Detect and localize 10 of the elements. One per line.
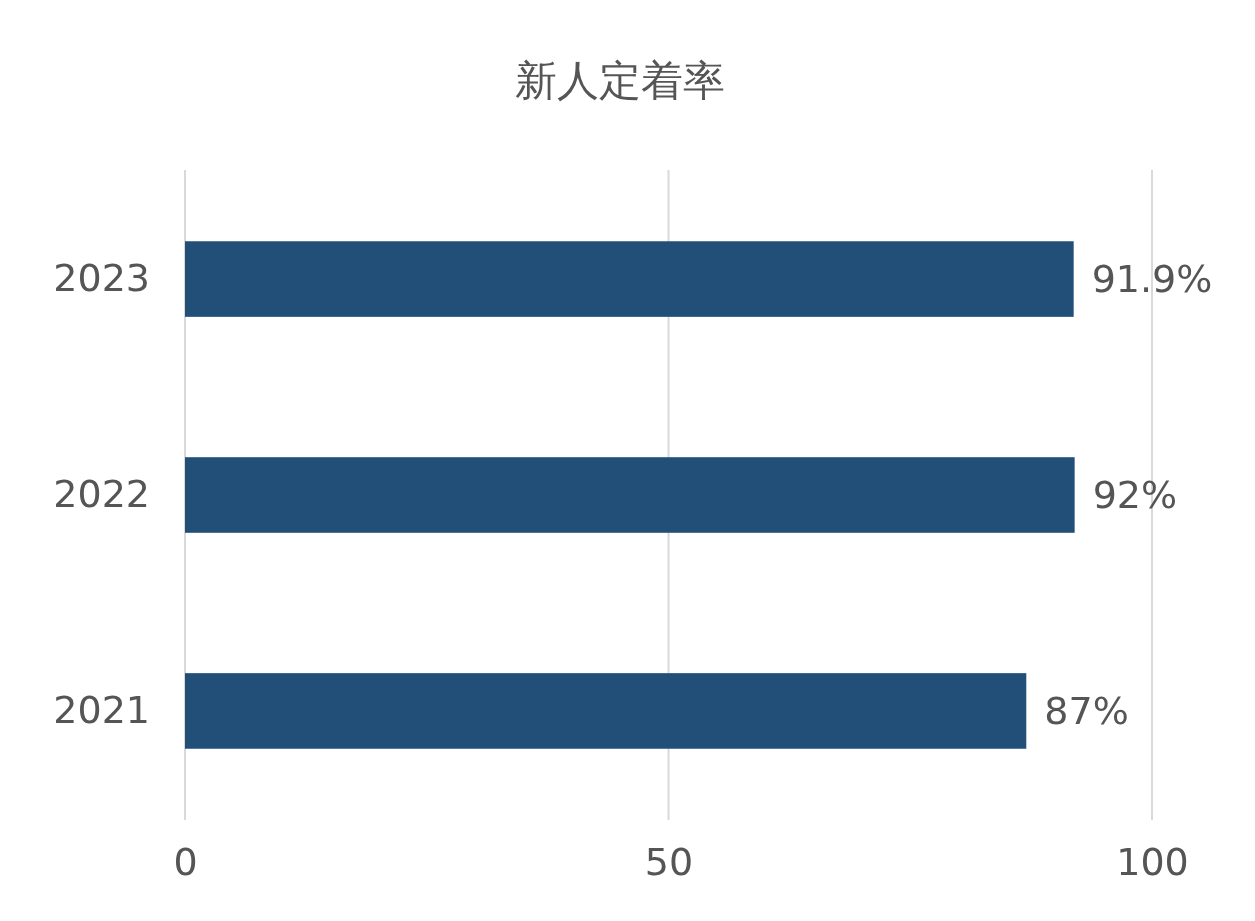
- y-tick-label: 2022: [53, 472, 150, 517]
- data-label: 91.9%: [1091, 257, 1213, 302]
- data-label: 87%: [1044, 689, 1129, 734]
- x-tick-label: 100: [1116, 839, 1189, 884]
- y-tick-label: 2021: [53, 688, 150, 733]
- x-tick-label: 0: [173, 839, 198, 884]
- chart-title: 新人定着率: [515, 56, 725, 105]
- x-tick-label: 50: [644, 839, 694, 884]
- y-tick-label: 2023: [53, 256, 150, 301]
- data-label: 92%: [1092, 473, 1178, 518]
